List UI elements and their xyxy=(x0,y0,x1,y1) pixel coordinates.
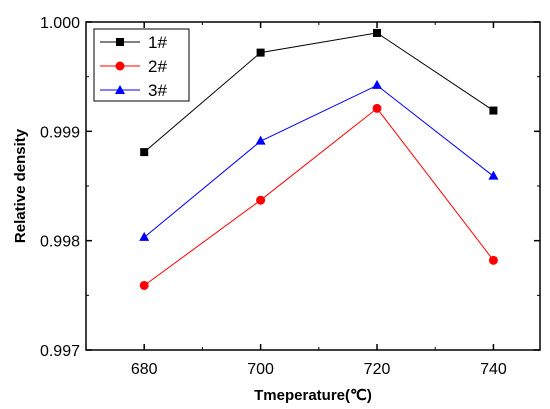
y-tick-label-3: 1.000 xyxy=(40,15,80,32)
series-2-point-2 xyxy=(372,103,382,113)
series-line-3 xyxy=(143,84,494,238)
x-tick-label-2: 720 xyxy=(364,361,391,378)
legend-label-2: 2# xyxy=(148,57,167,76)
legend-marker-3 xyxy=(115,85,125,94)
series-3-point-3 xyxy=(488,170,499,180)
y-axis-title: Relative density xyxy=(12,128,29,243)
legend-marker-1 xyxy=(116,38,124,46)
legend-item-2: 2# xyxy=(100,57,167,76)
series-3 xyxy=(139,79,499,241)
x-axis-title: Tmeperature(℃) xyxy=(254,387,372,404)
series-3-point-0 xyxy=(139,231,150,241)
y-tick-label-0: 0.997 xyxy=(40,343,80,360)
x-tick-label-0: 680 xyxy=(131,361,158,378)
series-line-1 xyxy=(143,32,494,153)
y-tick-label-2: 0.999 xyxy=(40,124,80,141)
series-layer xyxy=(139,28,499,290)
series-1 xyxy=(140,28,498,157)
legend: 1# 2# 3# xyxy=(93,28,190,102)
series-line-2 xyxy=(143,107,494,286)
legend-label-3: 3# xyxy=(148,81,167,100)
legend-item-3: 3# xyxy=(100,81,167,100)
series-1-point-2 xyxy=(373,28,382,37)
legend-box xyxy=(93,28,190,102)
series-2 xyxy=(139,103,498,290)
legend-marker-2 xyxy=(115,61,125,71)
series-1-point-3 xyxy=(489,106,498,115)
series-2-point-3 xyxy=(488,255,498,265)
series-1-point-0 xyxy=(140,148,149,157)
legend-item-1: 1# xyxy=(100,33,167,52)
series-3-point-2 xyxy=(372,79,383,89)
legend-label-1: 1# xyxy=(148,33,167,52)
series-1-point-1 xyxy=(256,48,265,57)
series-2-point-0 xyxy=(139,280,149,290)
x-tick-label-3: 740 xyxy=(480,361,507,378)
series-2-point-1 xyxy=(256,195,266,205)
series-3-point-1 xyxy=(255,135,266,145)
y-tick-label-1: 0.998 xyxy=(40,234,80,251)
x-tick-label-1: 700 xyxy=(247,361,274,378)
axis-ticks: 680 700 720 740 0.997 0.998 0.999 1.000 xyxy=(40,15,540,378)
